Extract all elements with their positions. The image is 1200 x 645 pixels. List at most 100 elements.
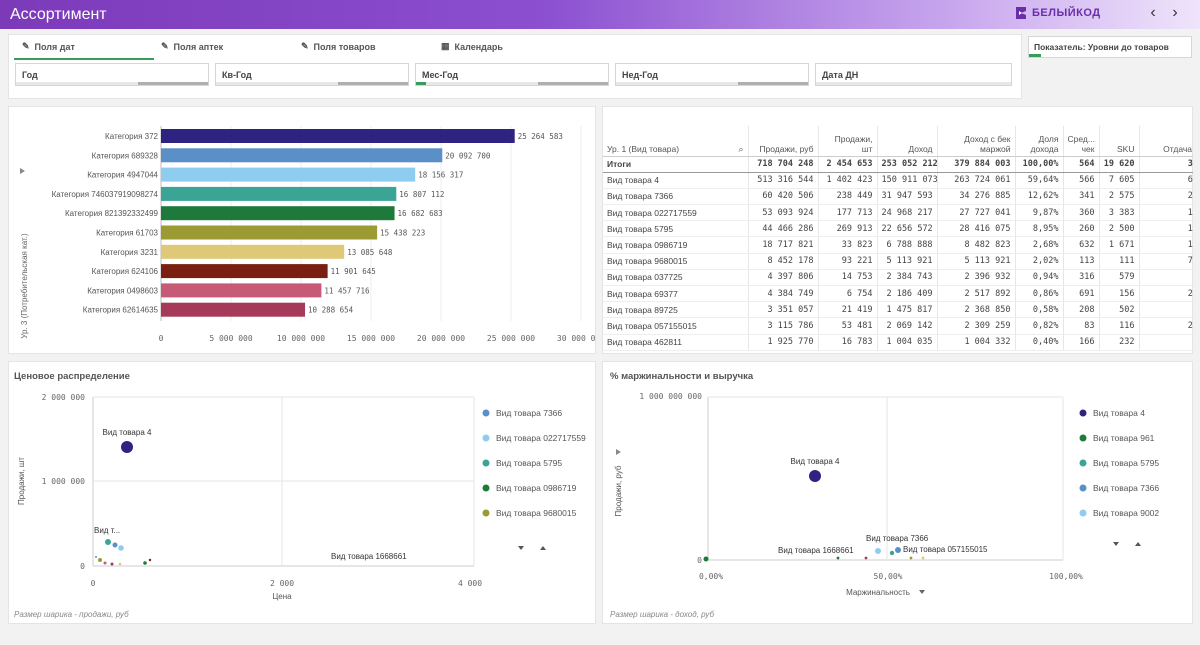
column-header[interactable]: Сред... чек (1063, 126, 1100, 157)
bar[interactable] (161, 302, 306, 317)
table-row[interactable]: Вид товара 9680015 8 452 178 93 221 5 113 9… (603, 253, 1193, 270)
table-row[interactable]: Вид товара 4 513 316 544 1 402 423 150 911 … (603, 172, 1193, 189)
legend-label: Вид товара 7366 (1093, 483, 1159, 493)
legend-item[interactable]: Вид товара 9002 (1079, 508, 1160, 518)
bubble[interactable] (95, 556, 97, 558)
bar[interactable] (161, 186, 397, 201)
table-row[interactable]: Вид товара 89725 3 351 057 21 419 1 475 817… (603, 301, 1193, 319)
bar[interactable] (161, 148, 443, 163)
column-header[interactable]: Продажи, руб (748, 126, 819, 157)
table-cell: 59,64% (1015, 172, 1064, 189)
category-bar-chart[interactable]: 0 5 000 000 10 000 000 15 000 000 20 000 000… (8, 106, 596, 354)
filter-week-year[interactable]: Нед-Год (615, 63, 809, 86)
totals-row[interactable]: Итоги 718 704 248 2 454 653 253 052 212 379 … (603, 155, 1193, 173)
legend-item[interactable]: Вид товара 7366 (482, 408, 563, 418)
bubble[interactable] (143, 561, 147, 565)
tab-calendar[interactable]: ▦ Календарь (441, 41, 503, 52)
table-row[interactable]: Вид товара 7366 60 420 506 238 449 31 947 5… (603, 188, 1193, 206)
indicator-selector[interactable]: Показатель: Уровни до товаров (1028, 36, 1192, 58)
tab-product-fields[interactable]: ✎ Поля товаров (301, 41, 376, 52)
filter-date[interactable]: Дата ДН (815, 63, 1012, 86)
price-scatter-chart[interactable]: 2 000 000 1 000 000 0 0 2 000 4 000 Цена… (8, 361, 596, 624)
table-cell: 379 884 003 (937, 155, 1016, 173)
table-row[interactable]: Вид товара 022717559 53 093 924 177 713 24 … (603, 204, 1193, 222)
bubble-product-4[interactable] (809, 470, 821, 482)
bar[interactable] (161, 129, 515, 143)
table-row[interactable]: Вид товара 69377 4 384 749 6 754 2 186 409 2… (603, 285, 1193, 303)
expand-arrow-icon[interactable] (20, 168, 25, 174)
bar[interactable] (161, 167, 416, 182)
bar[interactable] (161, 264, 328, 279)
legend-scroll-up-icon[interactable] (1135, 542, 1141, 546)
column-header[interactable]: SKU (1099, 126, 1140, 157)
bubble-product-4[interactable] (121, 441, 133, 453)
bubble[interactable] (105, 539, 111, 545)
product-table: ⌕ Ур. 1 (Вид товара) Продажи, руб Продажи, … (603, 126, 1193, 354)
table-cell: 28 107 (1139, 285, 1193, 303)
column-header[interactable]: ⌕ Ур. 1 (Вид товара) (603, 126, 749, 157)
table-row[interactable]: Вид товара 462811 1 925 770 16 783 1 004 03… (603, 334, 1193, 351)
column-header[interactable]: Доход с бек маржой (937, 126, 1016, 157)
legend-item[interactable]: Вид товара 5795 (1079, 458, 1160, 468)
expand-arrow-icon[interactable] (616, 449, 621, 455)
legend-swatch (1079, 459, 1087, 467)
edit-icon: ✎ (161, 41, 169, 51)
filter-quarter-year[interactable]: Кв-Год (215, 63, 409, 86)
x-tick-label: 0 (159, 334, 164, 343)
legend-item[interactable]: Вид товара 022717559 (482, 433, 587, 443)
filter-month-year[interactable]: Мес-Год (415, 63, 609, 86)
table-row[interactable]: Вид товара 0986719 18 717 821 33 823 6 788 … (603, 236, 1193, 254)
table-row[interactable]: Вид товара 057155015 3 115 786 53 481 2 069… (603, 317, 1193, 335)
bubble[interactable] (98, 558, 102, 562)
bubble[interactable] (895, 547, 901, 553)
legend-item[interactable]: Вид товара 5795 (482, 458, 563, 468)
bar[interactable] (161, 225, 378, 240)
table-cell: 2 575 (1099, 188, 1140, 206)
nav-back-button[interactable]: ‹ (1150, 4, 1156, 21)
bubble[interactable] (110, 562, 114, 566)
bar[interactable] (161, 283, 322, 298)
column-header[interactable]: Доход (877, 126, 938, 157)
legend-swatch (482, 484, 490, 492)
bubble[interactable] (703, 556, 709, 562)
bubble[interactable] (118, 562, 122, 566)
column-header[interactable]: Доля дохода (1015, 126, 1064, 157)
legend-item[interactable]: Вид товара 4 (1079, 408, 1146, 418)
legend-scroll-down-icon[interactable] (518, 546, 524, 550)
bubble[interactable] (909, 556, 913, 560)
nav-forward-button[interactable]: › (1172, 4, 1178, 21)
edit-icon: ✎ (301, 41, 309, 51)
bubble[interactable] (864, 556, 868, 560)
bubble[interactable] (112, 542, 118, 548)
bubble[interactable] (875, 548, 881, 554)
tab-pharmacy-fields[interactable]: ✎ Поля аптек (161, 41, 223, 52)
legend-scroll-down-icon[interactable] (1113, 542, 1119, 546)
legend-scroll-up-icon[interactable] (540, 546, 546, 550)
table-cell: 21 419 (818, 301, 878, 319)
bubble[interactable] (921, 556, 925, 560)
bubble[interactable] (889, 550, 895, 556)
table-header: ⌕ Ур. 1 (Вид товара) Продажи, руб Продажи, … (603, 126, 1193, 157)
dropdown-arrow-icon[interactable] (919, 590, 925, 594)
column-header[interactable]: Отдача с SKU (1139, 126, 1193, 157)
filter-label: Дата ДН (822, 70, 859, 80)
search-icon[interactable]: ⌕ (738, 143, 744, 154)
brand-logo: БЕЛЫЙКОД (1013, 5, 1101, 21)
legend-item[interactable]: Вид товара 7366 (1079, 483, 1160, 493)
bar[interactable] (161, 244, 345, 259)
bar[interactable] (161, 206, 395, 221)
row-label: Вид товара 057155015 (603, 317, 749, 335)
margin-scatter-chart[interactable]: 1 000 000 000 0 0,00% 50,00% 100,00% Мар… (602, 361, 1193, 624)
filter-year[interactable]: Год (15, 63, 209, 86)
bubble[interactable] (836, 556, 840, 560)
bubble[interactable] (148, 558, 152, 562)
legend-item[interactable]: Вид товара 0986719 (482, 483, 577, 493)
bubble[interactable] (103, 561, 107, 565)
table-row[interactable]: Вид товара 5795 44 466 286 269 913 22 656 5… (603, 220, 1193, 238)
tab-date-fields[interactable]: ✎ Поля дат (22, 41, 75, 52)
column-header[interactable]: Продажи, шт (818, 126, 878, 157)
legend-item[interactable]: Вид товара 9680015 (482, 508, 577, 518)
table-row[interactable]: Вид товара 037725 4 397 806 14 753 2 384 74… (603, 269, 1193, 287)
bubble[interactable] (118, 545, 124, 551)
legend-item[interactable]: Вид товара 961 (1079, 433, 1155, 443)
